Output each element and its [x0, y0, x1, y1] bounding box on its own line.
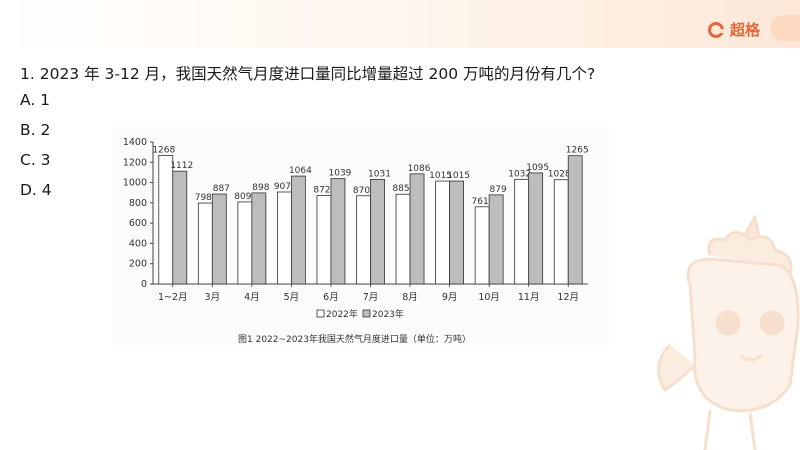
- bar-value-label: 1064: [289, 166, 312, 176]
- brand-name: 超格: [729, 21, 760, 39]
- chart-caption: 图1 2022~2023年我国天然气月度进口量（单位：万吨）: [238, 335, 471, 345]
- bar-2022: [474, 206, 490, 285]
- y-tick-label: 1000: [123, 178, 147, 189]
- bar-2023: [330, 178, 346, 285]
- bar-value-label: 809: [234, 192, 251, 202]
- bar-2022: [237, 201, 253, 285]
- bar-2022: [395, 193, 411, 285]
- bar-value-label: 1015: [447, 171, 470, 181]
- legend-label: 2022年: [326, 308, 358, 320]
- bar-value-label: 1031: [368, 169, 391, 179]
- legend-label: 2023年: [372, 308, 404, 320]
- y-tick-label: 200: [129, 259, 147, 270]
- bar-2022: [277, 191, 292, 285]
- bar-2023: [409, 173, 425, 285]
- chart-figure: 0 200 400 600 800 1000 1200 1400 1268 1112 1~2月 798…: [112, 126, 609, 346]
- x-tick-label: 12月: [557, 292, 579, 303]
- y-tick-label: 0: [141, 279, 147, 290]
- option-b[interactable]: B. 2: [20, 121, 51, 139]
- option-d[interactable]: D. 4: [20, 181, 52, 199]
- header-bar: 超格: [0, 0, 800, 48]
- bar-value-label: 1268: [152, 145, 175, 155]
- x-tick-label: 3月: [205, 292, 221, 303]
- x-tick-label: 4月: [244, 292, 260, 303]
- bar-2023: [528, 172, 544, 285]
- x-tick-label: 11月: [518, 292, 540, 303]
- bar-value-label: 887: [213, 184, 230, 194]
- x-tick-label: 1~2月: [158, 292, 188, 303]
- bar-value-label: 1039: [329, 169, 352, 179]
- y-tick-label: 800: [129, 198, 147, 209]
- option-a[interactable]: A. 1: [20, 91, 51, 109]
- bar-2023: [567, 155, 583, 285]
- x-tick-label: 6月: [323, 292, 339, 303]
- bar-2023: [488, 194, 504, 285]
- bar-value-label: 879: [490, 185, 507, 195]
- brand-g-logo-icon: [707, 21, 724, 38]
- bar-2023: [370, 179, 385, 285]
- unicorn-mascot-watermark: [657, 215, 800, 450]
- bar-value-label: 1112: [170, 161, 193, 171]
- y-tick-label: 1200: [123, 157, 147, 168]
- bar-2023: [291, 175, 306, 285]
- x-tick-label: 8月: [402, 292, 418, 303]
- bar-2023: [211, 193, 227, 285]
- bar-2023: [251, 192, 267, 285]
- bar-chart: 0 200 400 600 800 1000 1200 1400 1268 1112 1~2月 798…: [123, 137, 589, 320]
- option-c[interactable]: C. 3: [20, 151, 51, 169]
- bar-value-label: 798: [195, 193, 212, 203]
- bar-2022: [316, 195, 332, 285]
- x-tick-label: 5月: [284, 292, 300, 303]
- bar-value-label: 870: [353, 186, 370, 196]
- bar-2022: [435, 180, 450, 285]
- brand-tab-decoration: [770, 15, 800, 41]
- y-tick-label: 600: [129, 218, 147, 229]
- bar-2023: [172, 170, 188, 285]
- brand: 超格: [707, 19, 760, 40]
- bar-value-label: 761: [472, 197, 489, 207]
- y-tick-label: 400: [129, 238, 147, 249]
- bar-value-label: 907: [274, 182, 291, 192]
- bar-value-label: 1032: [508, 169, 531, 179]
- bar-value-label: 1095: [526, 163, 549, 173]
- bar-2023: [449, 180, 464, 285]
- legend-swatch: [362, 309, 371, 318]
- bar-2022: [356, 195, 371, 285]
- x-tick-label: 9月: [442, 292, 458, 303]
- bar-2022: [553, 179, 569, 285]
- bar-value-label: 898: [252, 183, 269, 193]
- x-tick-label: 10月: [478, 292, 500, 303]
- bar-value-label: 885: [392, 184, 409, 194]
- bar-2022: [158, 154, 174, 285]
- bar-value-label: 1028: [548, 170, 571, 180]
- bar-value-label: 1086: [408, 164, 431, 174]
- bar-2022: [514, 178, 530, 285]
- bar-value-label: 1015: [429, 171, 452, 181]
- bar-2022: [197, 202, 213, 285]
- y-tick-label: 1400: [123, 137, 147, 148]
- bar-value-label: 1265: [566, 146, 589, 156]
- question-text: 1. 2023 年 3-12 月，我国天然气月度进口量同比增量超过 200 万吨…: [20, 65, 596, 83]
- x-tick-label: 7月: [363, 292, 379, 303]
- legend-swatch: [316, 309, 325, 318]
- bar-value-label: 872: [313, 186, 330, 196]
